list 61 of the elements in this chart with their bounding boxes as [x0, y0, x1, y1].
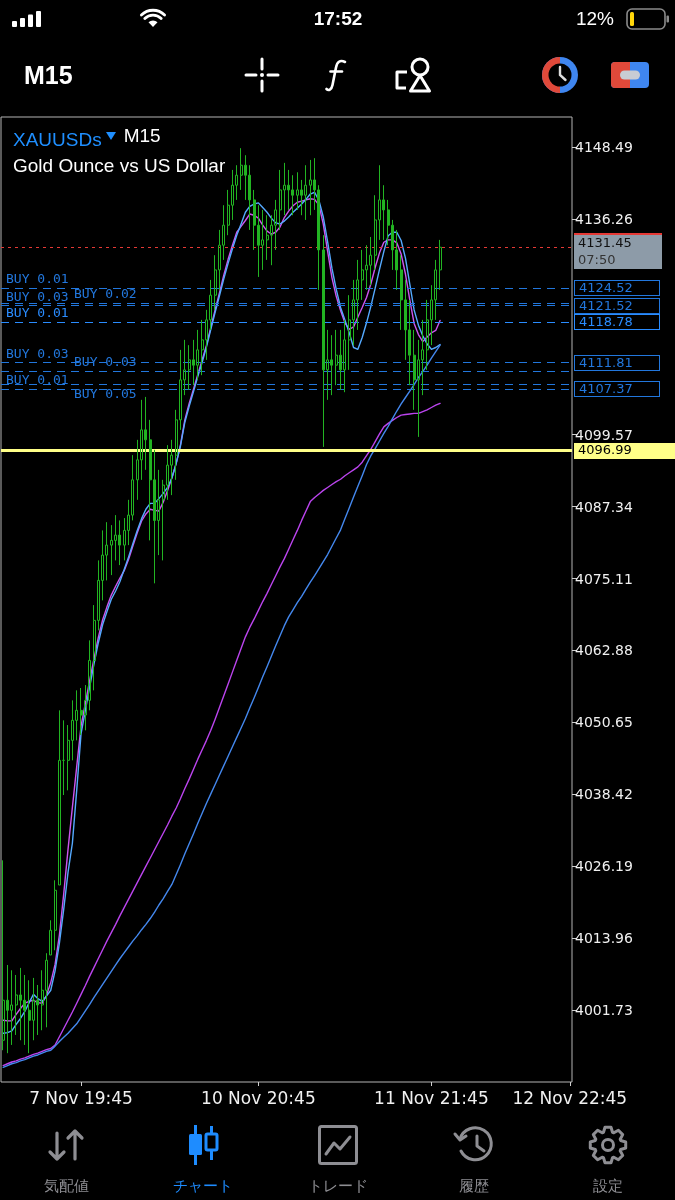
price-tag: 4124.52 [574, 280, 660, 296]
candlestick [304, 164, 307, 221]
y-tick-label: 4087.34 [575, 498, 633, 515]
candlestick [62, 719, 65, 796]
text: Gold Ounce vs US Dollar [13, 155, 226, 176]
annotation: M15 [123, 125, 161, 147]
text: 設定 [593, 1177, 623, 1196]
text: トレード [308, 1177, 368, 1196]
text: 履歴 [459, 1177, 489, 1196]
y-tick-label: 4038.42 [575, 786, 633, 803]
candlestick [28, 979, 31, 1054]
y-tick-label: 4013.96 [575, 930, 633, 947]
x-tick-label: 12 Nov 22:45 [512, 1087, 628, 1108]
candlestick [439, 239, 442, 291]
text: M15 [24, 60, 73, 90]
candlestick [19, 967, 22, 1041]
candlestick [296, 171, 299, 211]
annotation: BUY 0.03 [74, 354, 137, 371]
candlestick [188, 344, 191, 391]
candlestick [196, 329, 199, 381]
annotation: BUY 0.01 [6, 371, 69, 388]
y-tick-label: 4099.57 [575, 426, 633, 443]
candlestick [369, 236, 372, 286]
annotation: BUY 0.01 [6, 304, 69, 321]
candlestick [49, 919, 52, 956]
candlestick [309, 159, 312, 216]
y-tick-label: 4075.11 [575, 570, 633, 587]
candlestick [291, 174, 294, 216]
text: 気配値 [43, 1177, 89, 1196]
text: 17:52 [313, 8, 363, 30]
candlestick [266, 214, 269, 261]
candlestick [343, 319, 346, 393]
text: XAUUSDs [13, 129, 102, 150]
text: 07:50 [574, 251, 662, 270]
text: チャート [173, 1177, 233, 1196]
annotation: BUY 0.03 [6, 288, 69, 305]
candlestick [118, 519, 121, 566]
candlestick [330, 334, 333, 396]
y-tick-label: 4001.73 [575, 1002, 633, 1019]
annotation: BUY 0.02 [74, 285, 137, 302]
x-tick-label: 10 Nov 20:45 [201, 1087, 316, 1108]
y-tick-label: 4050.65 [575, 714, 633, 731]
candlestick [322, 234, 325, 448]
candlestick [54, 879, 57, 951]
annotation: BUY 0.03 [6, 345, 69, 362]
text: 12% [575, 8, 614, 30]
y-tick-label: 4136.26 [575, 210, 633, 227]
annotation: BUY 0.01 [6, 271, 69, 287]
x-tick-label: 11 Nov 21:45 [374, 1087, 489, 1108]
y-tick-label: 4062.88 [575, 642, 633, 659]
candlestick [2, 859, 5, 1051]
candlestick [170, 439, 173, 496]
y-tick-label: 4148.49 [575, 139, 633, 156]
candlestick [45, 952, 48, 1028]
candlestick [361, 249, 364, 301]
candlestick [80, 687, 83, 736]
y-tick-label: 4026.19 [575, 858, 633, 875]
price-tag: 4131.45 [574, 233, 662, 252]
candlestick [58, 709, 61, 886]
x-tick-label: 7 Nov 19:45 [29, 1087, 133, 1108]
candlestick [335, 329, 338, 386]
